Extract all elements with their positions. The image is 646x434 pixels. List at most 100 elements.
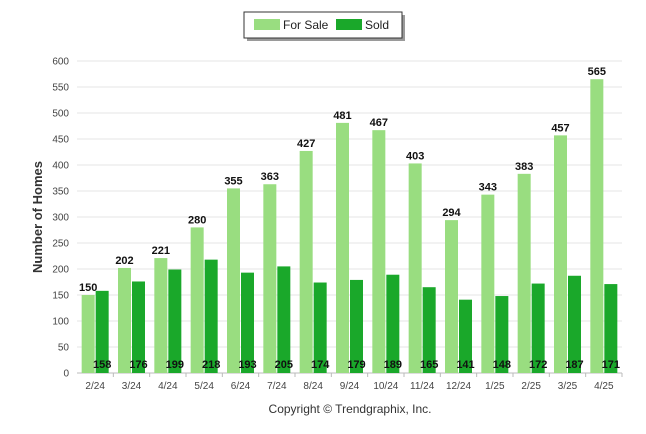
bars: 150 158 202 176 221 199 280 218 355 193 363 205 427 1… [79, 66, 620, 373]
y-tick-label: 100 [52, 317, 69, 328]
bar-for-sale [190, 227, 204, 373]
data-label-for-sale: 363 [261, 171, 279, 183]
data-label-sold: 176 [129, 359, 147, 371]
x-axis: 2/24 3/24 4/24 5/24 6/24 7/24 8/24 9/24 10/24 11/… [85, 373, 623, 392]
x-tick-label: 4/24 [158, 381, 178, 392]
x-tick-label: 3/24 [122, 381, 142, 392]
data-label-sold: 193 [238, 359, 256, 371]
data-label-for-sale: 481 [333, 110, 351, 122]
bar-for-sale [154, 258, 168, 373]
data-label-sold: 165 [420, 359, 438, 371]
bar-for-sale [299, 150, 313, 373]
bar-for-sale [445, 220, 458, 373]
bar-for-sale [118, 267, 131, 373]
data-label-sold: 179 [347, 359, 365, 371]
data-label-for-sale: 467 [370, 117, 388, 129]
y-tick-label: 200 [52, 265, 69, 276]
bar-for-sale [481, 194, 495, 373]
bar-for-sale [590, 79, 604, 373]
legend-label-sold: Sold [365, 18, 389, 32]
data-label-sold: 189 [384, 359, 402, 371]
x-tick-label: 11/24 [410, 381, 435, 392]
data-label-for-sale: 457 [551, 122, 569, 134]
bar-for-sale [372, 130, 386, 373]
data-label-for-sale: 294 [442, 207, 461, 219]
y-tick-label: 0 [63, 369, 69, 380]
x-tick-label: 9/24 [340, 381, 360, 392]
x-tick-label: 2/25 [521, 381, 541, 392]
x-tick-label: 2/24 [85, 381, 105, 392]
bar-sold [350, 279, 363, 373]
bar-sold [568, 275, 581, 373]
data-label-for-sale: 427 [297, 138, 315, 150]
bar-sold [422, 287, 436, 373]
data-label-for-sale: 221 [152, 245, 170, 257]
data-label-for-sale: 343 [479, 182, 497, 194]
bar-for-sale [263, 184, 277, 373]
data-label-for-sale: 565 [588, 66, 606, 78]
y-tick-label: 500 [52, 109, 69, 120]
y-axis: 0 50 100 150 200 250 300 350 400 450 500 550 600 [52, 57, 69, 380]
bar-sold [459, 299, 472, 373]
bar-for-sale [517, 173, 531, 373]
data-label-sold: 171 [602, 359, 620, 371]
gridlines [77, 60, 622, 374]
x-tick-label: 8/24 [303, 381, 323, 392]
data-label-sold: 218 [202, 359, 220, 371]
y-tick-label: 550 [52, 83, 69, 94]
data-label-sold: 199 [166, 359, 184, 371]
data-label-for-sale: 355 [224, 175, 242, 187]
data-label-sold: 141 [456, 359, 474, 371]
data-label-sold: 172 [529, 359, 547, 371]
data-label-sold: 148 [493, 359, 511, 371]
bar-for-sale [81, 295, 95, 373]
data-label-for-sale: 150 [79, 282, 97, 294]
bar-sold [277, 266, 291, 373]
data-label-for-sale: 280 [188, 214, 206, 226]
x-tick-label: 1/25 [485, 381, 505, 392]
bar-sold [604, 284, 618, 373]
bar-for-sale [554, 135, 567, 373]
y-axis-label: Number of Homes [30, 161, 45, 273]
copyright-text: Copyright © Trendgraphix, Inc. [269, 402, 432, 416]
x-tick-label: 4/25 [594, 381, 614, 392]
y-tick-label: 300 [52, 213, 69, 224]
data-label-sold: 187 [565, 359, 583, 371]
y-tick-label: 150 [52, 291, 69, 302]
x-tick-label: 3/25 [558, 381, 578, 392]
y-tick-label: 50 [58, 343, 70, 354]
bar-for-sale [336, 122, 349, 373]
x-tick-label: 12/24 [446, 381, 471, 392]
bar-for-sale [227, 188, 240, 373]
x-tick-label: 5/24 [194, 381, 214, 392]
bar-sold [531, 283, 545, 373]
data-label-for-sale: 383 [515, 161, 533, 173]
legend: For Sale Sold [243, 11, 405, 41]
bar-sold [313, 282, 327, 373]
bar-sold [132, 281, 145, 373]
legend-swatch-sold [336, 19, 362, 30]
y-tick-label: 600 [52, 57, 69, 68]
data-label-sold: 174 [311, 359, 330, 371]
data-label-sold: 158 [93, 359, 111, 371]
bar-sold [386, 274, 400, 373]
bar-sold [168, 269, 182, 373]
bar-sold [204, 259, 218, 373]
bar-sold [495, 296, 509, 373]
y-tick-label: 250 [52, 239, 69, 250]
data-label-for-sale: 202 [115, 255, 133, 267]
bar-sold [95, 290, 109, 373]
bar-sold [241, 272, 254, 373]
legend-swatch-for-sale [254, 19, 280, 30]
legend-label-for-sale: For Sale [283, 18, 329, 32]
x-tick-label: 7/24 [267, 381, 287, 392]
data-label-sold: 205 [275, 359, 293, 371]
bar-for-sale [408, 163, 422, 373]
data-label-for-sale: 403 [406, 150, 424, 162]
y-tick-label: 350 [52, 187, 69, 198]
x-tick-label: 10/24 [373, 381, 398, 392]
y-tick-label: 400 [52, 161, 69, 172]
x-tick-label: 6/24 [231, 381, 251, 392]
y-tick-label: 450 [52, 135, 69, 146]
